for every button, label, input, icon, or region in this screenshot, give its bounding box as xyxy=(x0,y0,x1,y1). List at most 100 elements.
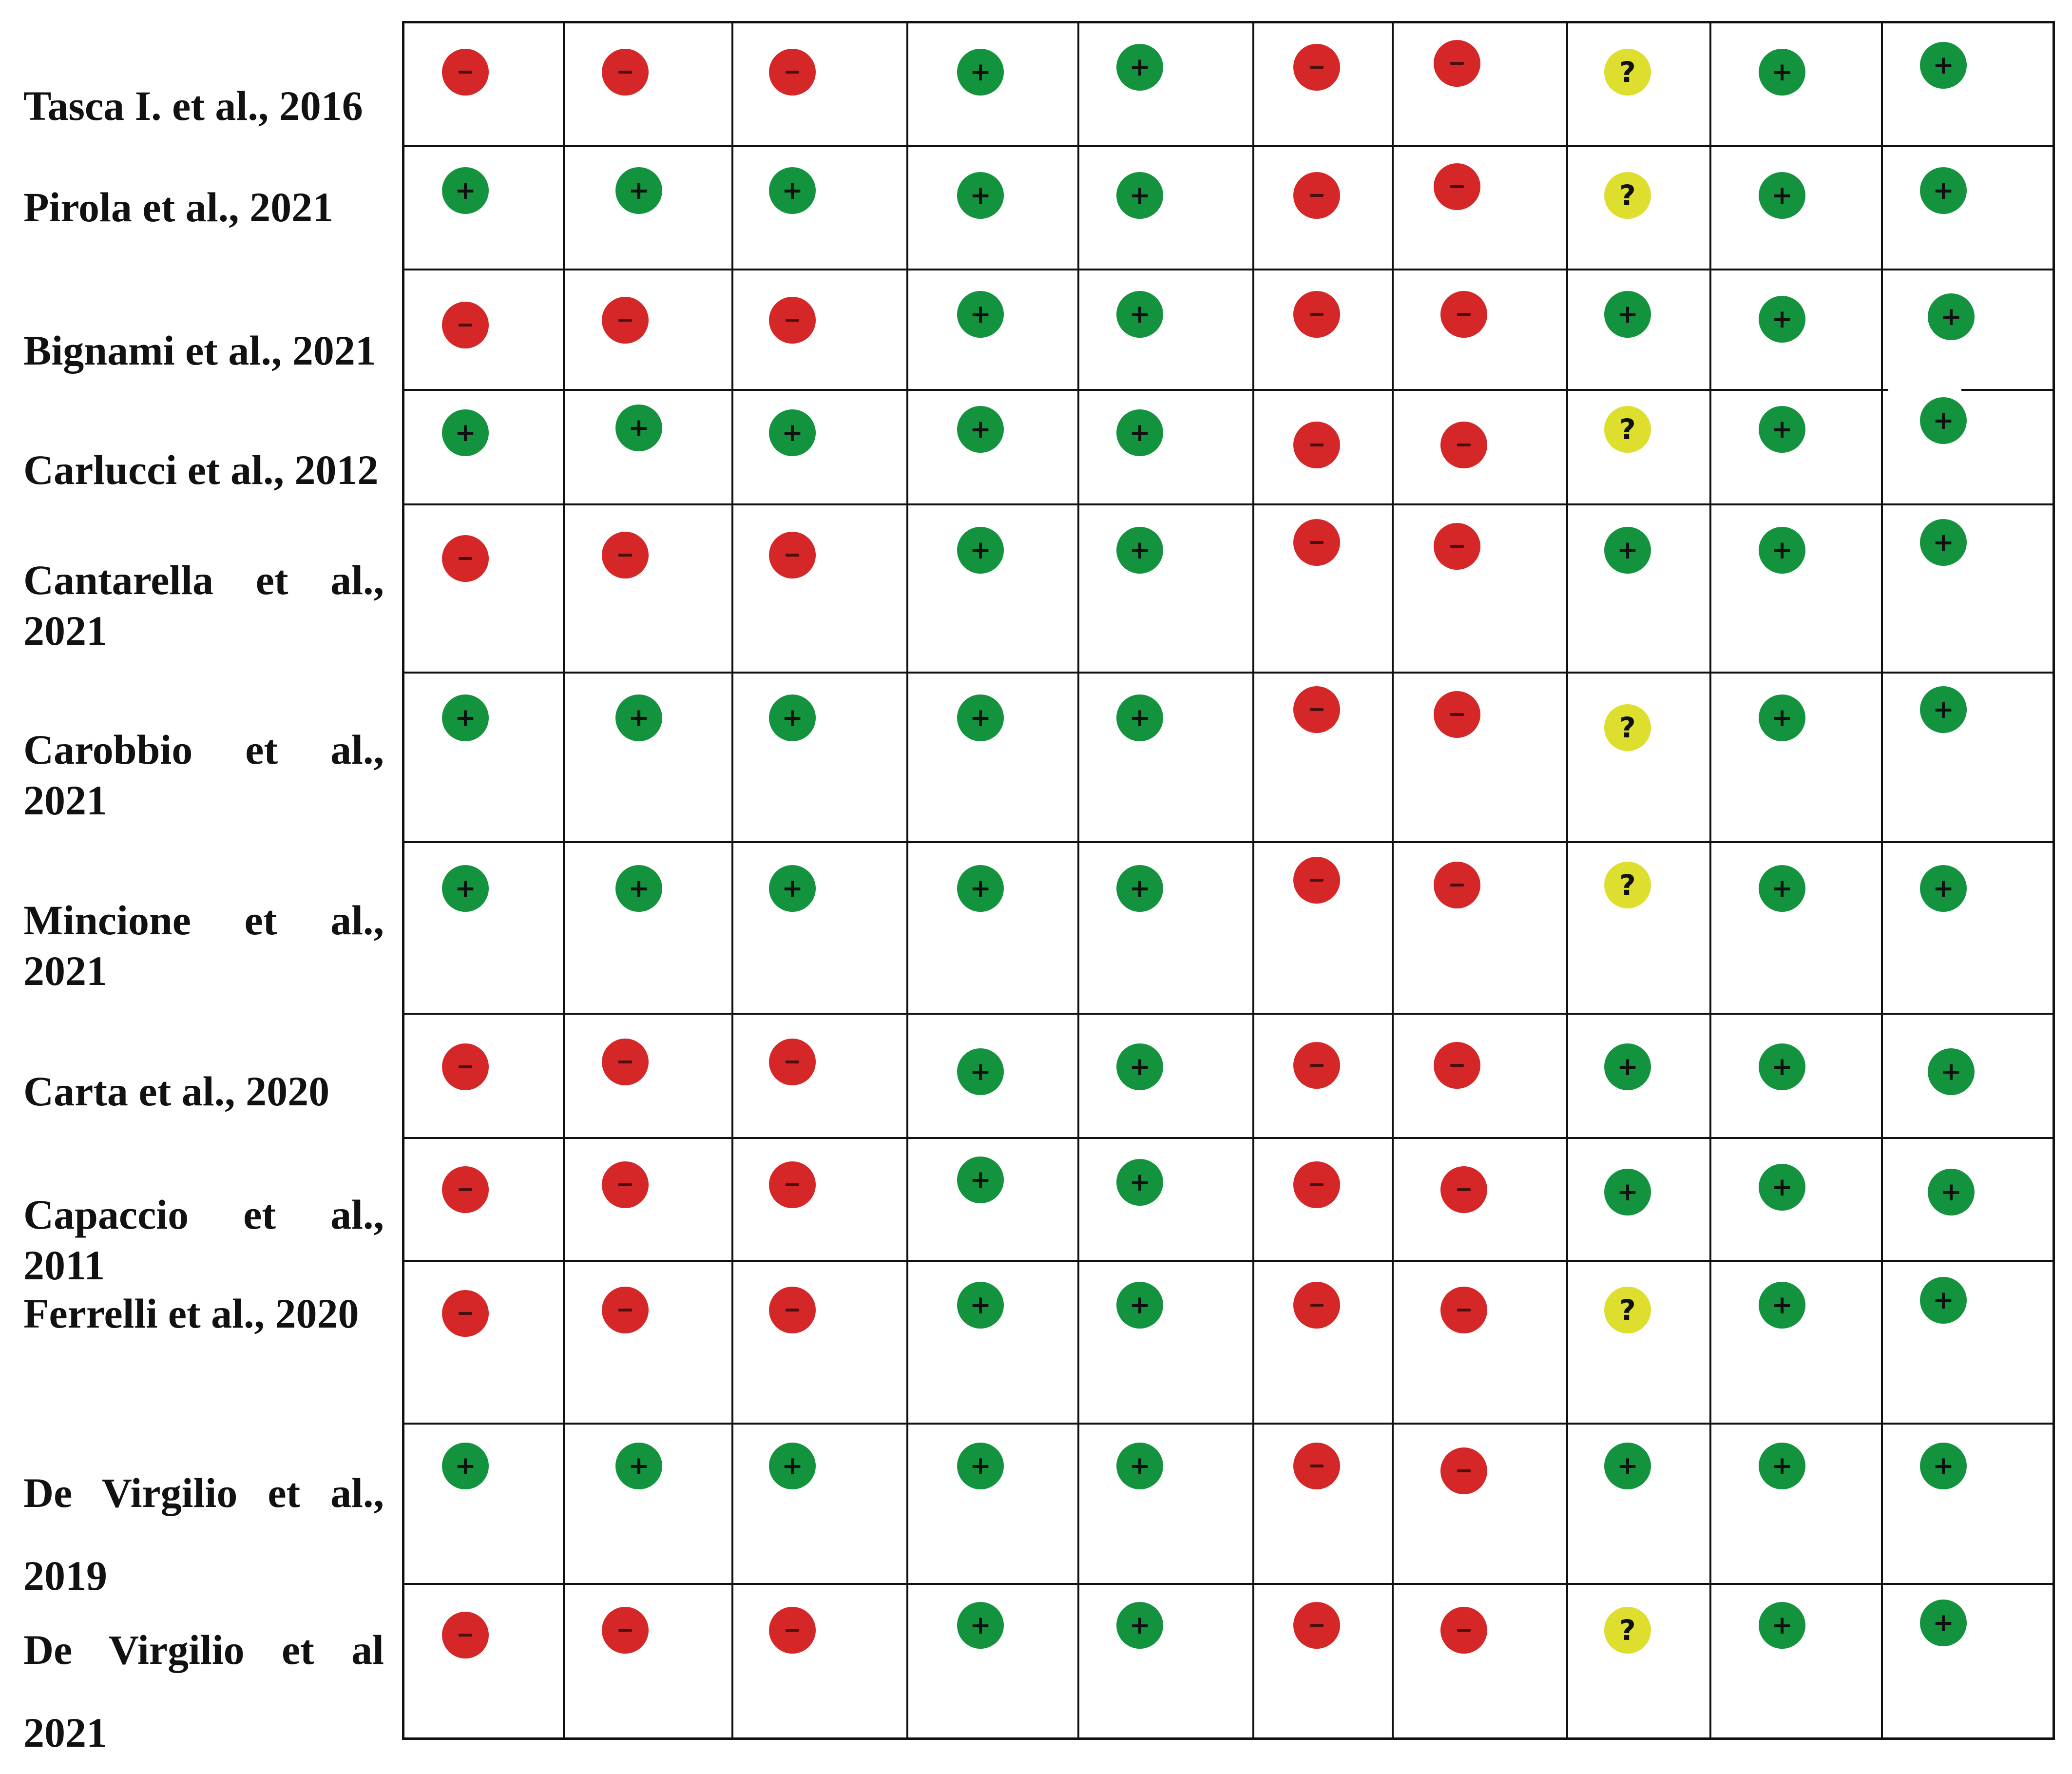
plus-icon: + xyxy=(1771,1451,1793,1481)
grid-column-divider xyxy=(731,23,733,1737)
plus-icon: + xyxy=(1933,176,1954,205)
plus-icon: + xyxy=(970,703,991,733)
low-risk-icon: + xyxy=(1116,409,1163,456)
low-risk-icon: + xyxy=(1116,291,1163,338)
grid-row-divider xyxy=(404,672,2053,674)
minus-icon xyxy=(1310,708,1324,711)
low-risk-icon: + xyxy=(1116,1443,1163,1489)
grid-column-divider xyxy=(1392,23,1394,1737)
plus-icon: + xyxy=(782,874,803,903)
plus-icon: + xyxy=(1129,181,1151,210)
high-risk-icon xyxy=(442,1043,489,1090)
grid-column-divider xyxy=(1566,23,1568,1737)
plus-icon: + xyxy=(1933,51,1954,80)
high-risk-icon xyxy=(1293,44,1340,91)
low-risk-icon: + xyxy=(1116,44,1163,91)
plus-icon: + xyxy=(970,1611,991,1640)
plus-icon: + xyxy=(970,300,991,329)
plus-icon: + xyxy=(455,176,476,205)
minus-icon xyxy=(786,319,799,322)
low-risk-icon: + xyxy=(1759,527,1805,574)
high-risk-icon xyxy=(1293,1042,1340,1089)
low-risk-icon: + xyxy=(1759,1282,1805,1329)
low-risk-icon: + xyxy=(1920,686,1967,733)
plus-icon: + xyxy=(1933,406,1954,435)
high-risk-icon xyxy=(1293,1161,1340,1208)
low-risk-icon: + xyxy=(615,1443,662,1489)
question-icon: ? xyxy=(1619,179,1636,212)
plus-icon: + xyxy=(1129,1168,1151,1197)
plus-icon: + xyxy=(1129,300,1151,329)
plus-icon: + xyxy=(1129,1052,1151,1081)
low-risk-icon: + xyxy=(769,865,816,912)
low-risk-icon: + xyxy=(769,167,816,214)
plus-icon: + xyxy=(970,874,991,903)
minus-icon xyxy=(1457,1309,1471,1311)
study-label: Pirola et al., 2021 xyxy=(23,184,334,231)
minus-icon xyxy=(786,554,799,557)
high-risk-icon xyxy=(1434,862,1480,908)
grid-row-divider xyxy=(404,1013,2053,1015)
minus-icon xyxy=(1310,1183,1324,1186)
grid-row-divider xyxy=(404,1260,2053,1262)
high-risk-icon xyxy=(1434,1042,1480,1089)
high-risk-icon xyxy=(602,297,649,344)
plus-icon: + xyxy=(1771,874,1793,903)
low-risk-icon: + xyxy=(615,694,662,741)
minus-icon xyxy=(786,1061,799,1063)
low-risk-icon: + xyxy=(442,409,489,456)
high-risk-icon xyxy=(602,1161,649,1208)
plus-icon: + xyxy=(455,1451,476,1481)
low-risk-icon: + xyxy=(442,1443,489,1489)
minus-icon xyxy=(618,554,632,557)
plus-icon: + xyxy=(1771,305,1793,334)
study-label: Tasca I. et al., 2016 xyxy=(23,82,363,129)
plus-icon: + xyxy=(628,413,650,443)
plus-icon: + xyxy=(1771,415,1793,444)
plus-icon: + xyxy=(1129,418,1151,447)
low-risk-icon: + xyxy=(1116,1602,1163,1649)
plus-icon: + xyxy=(1933,528,1954,557)
minus-icon xyxy=(1310,313,1324,316)
high-risk-icon xyxy=(442,535,489,582)
study-label: Carlucci et al., 2012 xyxy=(23,446,379,493)
low-risk-icon: + xyxy=(615,405,662,451)
low-risk-icon: + xyxy=(442,694,489,741)
plus-icon: + xyxy=(1129,53,1151,82)
study-label: Cantarella et al., 2021 xyxy=(23,557,384,654)
high-risk-icon xyxy=(1434,523,1480,570)
low-risk-icon: + xyxy=(1928,1048,1975,1095)
low-risk-icon: + xyxy=(957,1602,1004,1649)
plus-icon: + xyxy=(1933,874,1954,903)
minus-icon xyxy=(1457,1629,1471,1632)
study-label: Carta et al., 2020 xyxy=(23,1068,330,1115)
high-risk-icon xyxy=(1293,519,1340,566)
high-risk-icon xyxy=(1293,1443,1340,1489)
minus-icon xyxy=(1310,66,1324,69)
minus-icon xyxy=(786,71,799,74)
low-risk-icon: + xyxy=(1604,1443,1651,1489)
plus-icon: + xyxy=(782,176,803,205)
plus-icon: + xyxy=(1771,703,1793,733)
minus-icon xyxy=(1310,194,1324,197)
high-risk-icon xyxy=(1434,691,1480,738)
high-risk-icon xyxy=(769,1039,816,1085)
minus-icon xyxy=(459,557,472,560)
low-risk-icon: + xyxy=(769,409,816,456)
low-risk-icon: + xyxy=(1604,291,1651,338)
high-risk-icon xyxy=(442,1290,489,1337)
low-risk-icon: + xyxy=(1759,1164,1805,1211)
grid-row-divider xyxy=(404,503,2053,505)
plus-icon: + xyxy=(1771,536,1793,565)
low-risk-icon: + xyxy=(1116,527,1163,574)
minus-icon xyxy=(618,1183,632,1186)
plus-icon: + xyxy=(1129,703,1151,733)
plus-icon: + xyxy=(1129,1291,1151,1320)
low-risk-icon: + xyxy=(957,406,1004,453)
minus-icon xyxy=(1457,1188,1471,1191)
low-risk-icon: + xyxy=(1920,1443,1967,1489)
question-icon: ? xyxy=(1619,711,1636,744)
low-risk-icon: + xyxy=(1759,172,1805,219)
unclear-risk-icon: ? xyxy=(1604,406,1651,453)
high-risk-icon xyxy=(1440,1607,1487,1654)
